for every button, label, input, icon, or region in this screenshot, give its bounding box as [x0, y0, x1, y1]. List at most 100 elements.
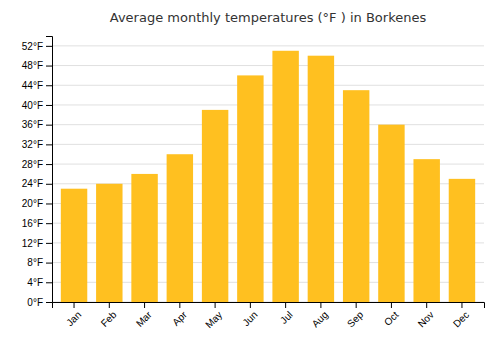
- tick-mark: [46, 282, 52, 283]
- tick-label: Jan: [64, 309, 83, 328]
- tick-mark: [74, 302, 75, 308]
- grid-line: [52, 104, 484, 105]
- tick: Feb: [99, 302, 119, 329]
- tick-label: Feb: [99, 309, 119, 329]
- tick-mark: [46, 243, 52, 244]
- tick: 12°F: [22, 238, 52, 249]
- tick-mark: [46, 302, 52, 303]
- tick: Mar: [134, 302, 154, 329]
- bar: [343, 90, 369, 302]
- tick-label: 0°F: [27, 297, 43, 308]
- tick-label: Jul: [278, 309, 295, 326]
- tick: 40°F: [22, 100, 52, 111]
- bar: [96, 184, 122, 302]
- bar: [308, 56, 334, 302]
- tick: 8°F: [27, 257, 52, 268]
- tick-mark: [46, 164, 52, 165]
- tick: Aug: [310, 302, 330, 329]
- bar: [272, 51, 298, 302]
- tick-mark: [144, 302, 145, 308]
- grid-line: [52, 144, 484, 145]
- tick-label: 48°F: [22, 60, 43, 71]
- bar: [202, 110, 228, 302]
- tick-label: 36°F: [22, 119, 43, 130]
- grid: [52, 46, 484, 302]
- bar: [449, 179, 475, 302]
- tick-label: 4°F: [27, 277, 43, 288]
- chart-container: 0°F 4°F 8°F 12°F 16°F 20°F 24°F 28°F 32°F 36°F 40°…: [0, 0, 500, 350]
- tick-label: 20°F: [22, 198, 43, 209]
- tick: Nov: [416, 302, 436, 329]
- tick-label: Mar: [134, 309, 154, 329]
- bar: [167, 154, 193, 302]
- y-axis: 0°F 4°F 8°F 12°F 16°F 20°F 24°F 28°F 32°F 36°F 40°…: [22, 37, 53, 308]
- plot-area: [61, 51, 475, 302]
- tick-mark: [46, 203, 52, 204]
- tick-label: 32°F: [22, 139, 43, 150]
- tick: Dec: [451, 302, 471, 329]
- tick-label: Sep: [345, 309, 366, 330]
- tick-mark: [46, 66, 52, 67]
- tick-mark: [46, 184, 52, 185]
- tick: Jul: [278, 302, 295, 326]
- tick: Apr: [170, 302, 189, 328]
- tick-label: Nov: [416, 309, 436, 329]
- bar: [131, 174, 157, 302]
- tick-mark: [46, 223, 52, 224]
- tick-mark: [109, 302, 110, 308]
- tick: May: [203, 302, 224, 330]
- tick: Jan: [64, 302, 83, 328]
- tick-label: 8°F: [27, 257, 43, 268]
- tick-mark: [179, 302, 180, 308]
- tick-label: Jun: [240, 309, 259, 328]
- tick-label: 40°F: [22, 100, 43, 111]
- grid-line: [52, 85, 484, 86]
- axis-line: [46, 37, 53, 303]
- tick-mark: [46, 125, 52, 126]
- bar: [237, 75, 263, 302]
- tick-mark: [391, 302, 392, 308]
- tick-label: Aug: [310, 309, 330, 329]
- tick-label: 44°F: [22, 80, 43, 91]
- tick-label: 12°F: [22, 238, 43, 249]
- tick-mark: [215, 302, 216, 308]
- tick: 16°F: [22, 218, 52, 229]
- tick: 44°F: [22, 80, 52, 91]
- tick-mark: [250, 302, 251, 308]
- tick-mark: [285, 302, 286, 308]
- tick-label: Apr: [170, 309, 189, 328]
- tick-mark: [46, 105, 52, 106]
- tick-label: Oct: [382, 309, 401, 328]
- tick: 24°F: [22, 178, 52, 189]
- tick-mark: [46, 85, 52, 86]
- tick: 20°F: [22, 198, 52, 209]
- grid-line: [52, 124, 484, 125]
- tick-mark: [426, 302, 427, 308]
- bar: [378, 125, 404, 302]
- title: Average monthly temperatures (°F ) in Bo…: [110, 10, 427, 25]
- tick: 52°F: [22, 41, 52, 52]
- tick-label: 28°F: [22, 159, 43, 170]
- tick: Oct: [382, 302, 401, 328]
- tick-mark: [356, 302, 357, 308]
- tick: 32°F: [22, 139, 52, 150]
- tick: Jun: [240, 302, 259, 328]
- tick: Sep: [345, 302, 366, 329]
- tick-mark: [46, 263, 52, 264]
- axis-line: [53, 303, 485, 309]
- tick-mark: [461, 302, 462, 308]
- tick: 4°F: [27, 277, 52, 288]
- tick-mark: [46, 144, 52, 145]
- tick-label: May: [203, 309, 224, 330]
- tick-mark: [320, 302, 321, 308]
- bar: [413, 159, 439, 302]
- tick-label: 24°F: [22, 178, 43, 189]
- tick: 28°F: [22, 159, 52, 170]
- tick-label: Dec: [451, 309, 471, 329]
- chart: 0°F 4°F 8°F 12°F 16°F 20°F 24°F 28°F 32°F 36°F 40°…: [0, 0, 500, 350]
- grid-line: [52, 45, 484, 46]
- tick: 48°F: [22, 60, 52, 71]
- tick: 0°F: [27, 297, 52, 308]
- tick-label: 52°F: [22, 41, 43, 52]
- tick: 36°F: [22, 119, 52, 130]
